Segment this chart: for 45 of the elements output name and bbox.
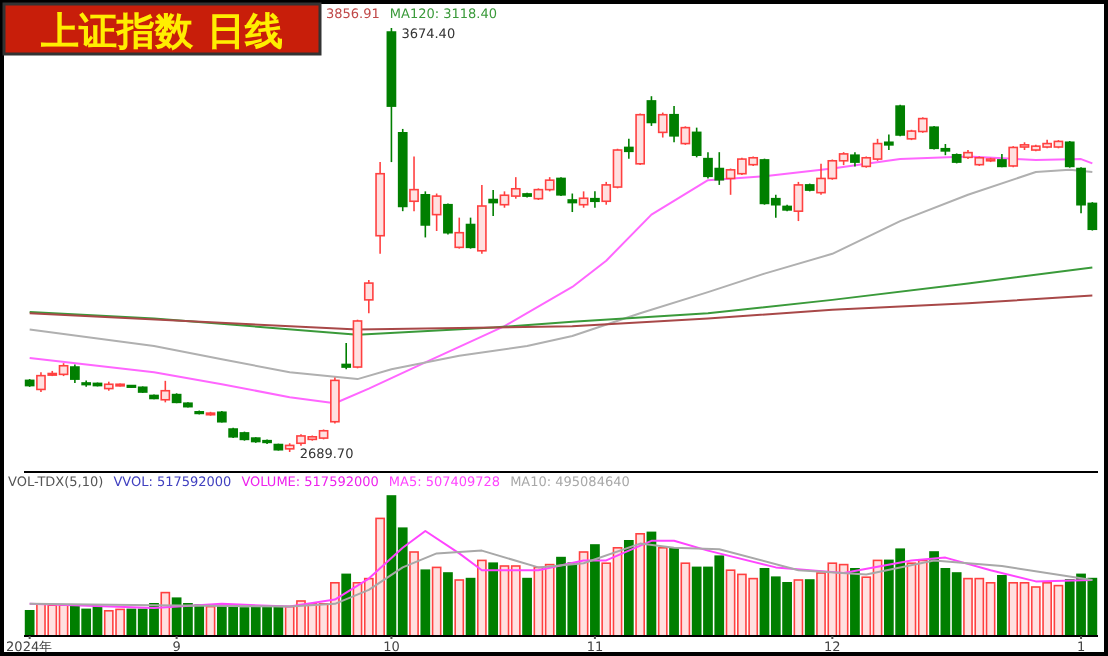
bar [443, 572, 453, 637]
candlestick [409, 155, 419, 212]
chart-title: 上证指数 日线 [39, 10, 283, 54]
candlestick [70, 363, 80, 384]
candlestick [160, 380, 171, 404]
bar [465, 577, 476, 637]
candlestick [363, 279, 374, 315]
candlestick [488, 189, 499, 217]
candlestick [476, 184, 487, 255]
bar [997, 575, 1007, 637]
bar [590, 544, 600, 637]
bar [793, 579, 804, 637]
bar [623, 540, 634, 637]
bar [669, 547, 679, 637]
candlestick [341, 342, 352, 370]
bar [635, 533, 646, 637]
candlestick [431, 192, 442, 232]
candlestick [443, 202, 453, 236]
candlestick [680, 125, 691, 146]
candlestick [420, 190, 431, 239]
bar [657, 547, 668, 637]
candlestick [330, 376, 340, 425]
candlestick [657, 111, 668, 139]
bar [24, 610, 35, 637]
bar [431, 566, 442, 637]
bar [454, 579, 465, 637]
candlestick [691, 126, 702, 159]
bar [409, 551, 419, 637]
bar [476, 559, 487, 637]
bar [341, 573, 352, 637]
candlestick [567, 192, 578, 213]
candlestick [1064, 140, 1075, 169]
candlestick [623, 138, 634, 160]
candlestick [454, 216, 465, 250]
candlestick [590, 190, 600, 209]
bar [680, 562, 691, 637]
bar [420, 569, 431, 637]
candlestick [793, 181, 804, 222]
bar [804, 579, 815, 637]
candlestick [669, 105, 679, 144]
bar [522, 577, 532, 637]
candlestick [646, 95, 657, 127]
bar [488, 562, 499, 637]
bar [850, 568, 860, 637]
candlestick [465, 216, 476, 250]
